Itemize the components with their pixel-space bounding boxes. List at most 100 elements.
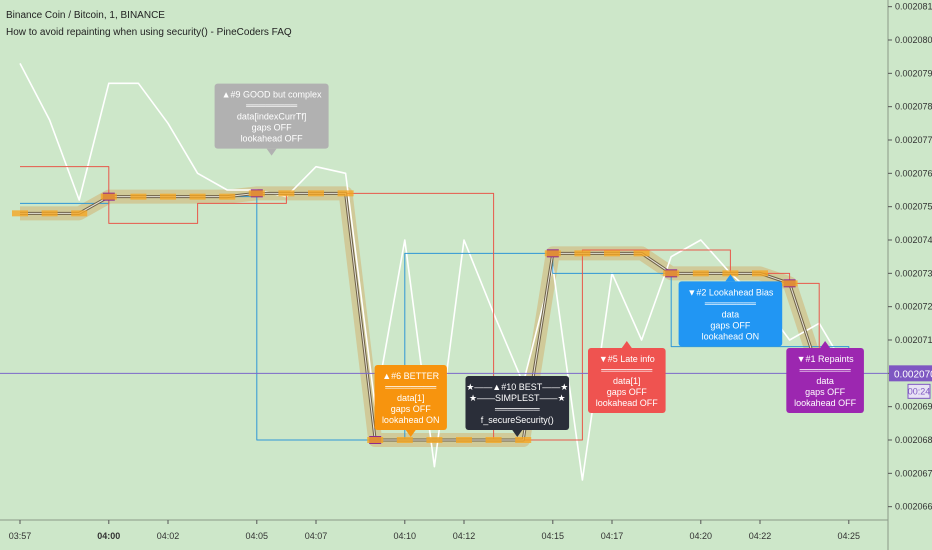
x-tick-label: 04:15 [542, 531, 565, 541]
annotation-line: data[indexCurrTf] [237, 112, 307, 122]
bar-marker [752, 270, 768, 277]
annotation-line: ════════ [245, 101, 298, 111]
bar-marker [456, 437, 472, 443]
bar-marker [71, 210, 88, 217]
annotation-line: ▲#6 BETTER [382, 371, 439, 381]
annotation-line: lookahead ON [702, 331, 760, 341]
annotation-l10[interactable]: ★——▲#10 BEST——★★——SIMPLEST——★═══════f_se… [465, 376, 570, 437]
y-tick-label: 0.00207400 [895, 235, 932, 245]
annotation-line: ═══════ [494, 404, 540, 414]
y-tick-label: 0.00206900 [895, 402, 932, 412]
annotation-box [214, 83, 329, 149]
white-line-series [19, 62, 850, 481]
annotation-line: ▼#2 Lookahead Bias [687, 287, 773, 297]
x-tick-label: 04:12 [453, 531, 476, 541]
annotation-line: gaps OFF [710, 320, 751, 330]
bar-marker [248, 190, 265, 197]
bar-marker [219, 193, 236, 200]
annotation-pointer [405, 430, 416, 437]
y-tick-label: 0.00207500 [895, 202, 932, 212]
annotation-line: ════════ [799, 365, 852, 375]
bar-marker [337, 190, 354, 197]
y-tick-label: 0.00206700 [895, 468, 932, 478]
annotation-pointer [512, 430, 523, 437]
bar-marker [367, 437, 384, 443]
x-tick-label: 04:22 [749, 531, 772, 541]
y-tick-label: 0.00207900 [895, 68, 932, 78]
bar-marker [485, 437, 502, 443]
annotation-pointer [621, 341, 632, 348]
annotation-pointer [725, 274, 736, 282]
annotation-line: lookahead OFF [241, 134, 304, 144]
bar-marker [604, 250, 620, 257]
x-tick-label: 04:25 [838, 531, 861, 541]
bar-marker [278, 190, 295, 197]
bar-marker [396, 437, 413, 443]
annotation-l9[interactable]: ▲#9 GOOD but complex════════data[indexCu… [214, 83, 329, 156]
annotation-line: gaps OFF [252, 123, 293, 133]
annotation-line: data[1] [613, 376, 641, 386]
annotation-line: data[1] [397, 393, 425, 403]
current-price-badge [889, 365, 932, 382]
annotation-line: lookahead OFF [596, 398, 659, 408]
y-tick-label: 0.00206800 [895, 435, 932, 445]
y-tick-label: 0.00207600 [895, 168, 932, 178]
price-axis-panel [888, 0, 932, 550]
annotation-pointer [266, 148, 277, 156]
annotation-pointer [820, 341, 831, 348]
annotation-line: f_secureSecurity() [481, 415, 554, 425]
bar-marker [12, 210, 28, 217]
annotation-box [678, 281, 783, 347]
y-tick-label: 0.00207700 [895, 135, 932, 145]
y-tick-label: 0.00208000 [895, 35, 932, 45]
annotation-line: data [722, 309, 740, 319]
bar-marker [41, 210, 58, 217]
bar-marker [663, 270, 680, 277]
y-tick-label: 0.00208100 [895, 2, 932, 12]
annotation-box [786, 348, 864, 413]
x-tick-label: 04:10 [394, 531, 417, 541]
y-tick-label: 0.00207800 [895, 102, 932, 112]
x-tick-label: 04:20 [690, 531, 713, 541]
annotation-box [465, 376, 570, 430]
annotation-l6[interactable]: ▲#6 BETTER════════data[1]gaps OFFlookahe… [374, 365, 447, 437]
annotation-line: lookahead OFF [794, 398, 857, 408]
annotation-line: ════════ [704, 298, 757, 308]
countdown-value: 00:24 [908, 386, 931, 396]
symbol-title[interactable]: Binance Coin / Bitcoin, 1, BINANCE [6, 10, 165, 21]
study-title[interactable]: How to avoid repainting when using secur… [6, 27, 292, 38]
annotation-box [588, 348, 666, 413]
bar-marker [426, 437, 443, 443]
bar-marker [515, 437, 532, 443]
annotation-line: gaps OFF [607, 387, 648, 397]
y-tick-label: 0.00206600 [895, 502, 932, 512]
y-tick-label: 0.00207300 [895, 268, 932, 278]
bar-marker [308, 190, 324, 197]
x-tick-label: 04:02 [157, 531, 180, 541]
annotation-line: ▼#5 Late info [599, 354, 655, 364]
x-tick-label: 04:05 [246, 531, 269, 541]
annotation-line: ════════ [600, 365, 653, 375]
bar-marker [574, 250, 591, 257]
countdown-badge [907, 383, 931, 399]
annotation-line: data [816, 376, 834, 386]
annotation-l5[interactable]: ▼#5 Late info════════data[1]gaps OFFlook… [588, 341, 666, 413]
annotation-line: ★——SIMPLEST——★ [469, 393, 566, 403]
bar-marker [160, 193, 176, 200]
x-tick-label: 04:00 [97, 531, 120, 541]
bar-marker [130, 193, 147, 200]
bar-marker [781, 280, 798, 287]
bar-marker [692, 270, 709, 277]
annotation-box [374, 365, 447, 430]
x-tick-label: 03:57 [9, 531, 32, 541]
annotation-line: ★——▲#10 BEST——★ [466, 382, 568, 392]
annotation-line: ▲#9 GOOD but complex [222, 90, 322, 100]
bar-marker [722, 270, 739, 277]
bar-marker [544, 250, 561, 257]
annotation-line: ▼#1 Repaints [797, 354, 854, 364]
y-tick-label: 0.00207200 [895, 302, 932, 312]
bar-marker [100, 193, 117, 200]
